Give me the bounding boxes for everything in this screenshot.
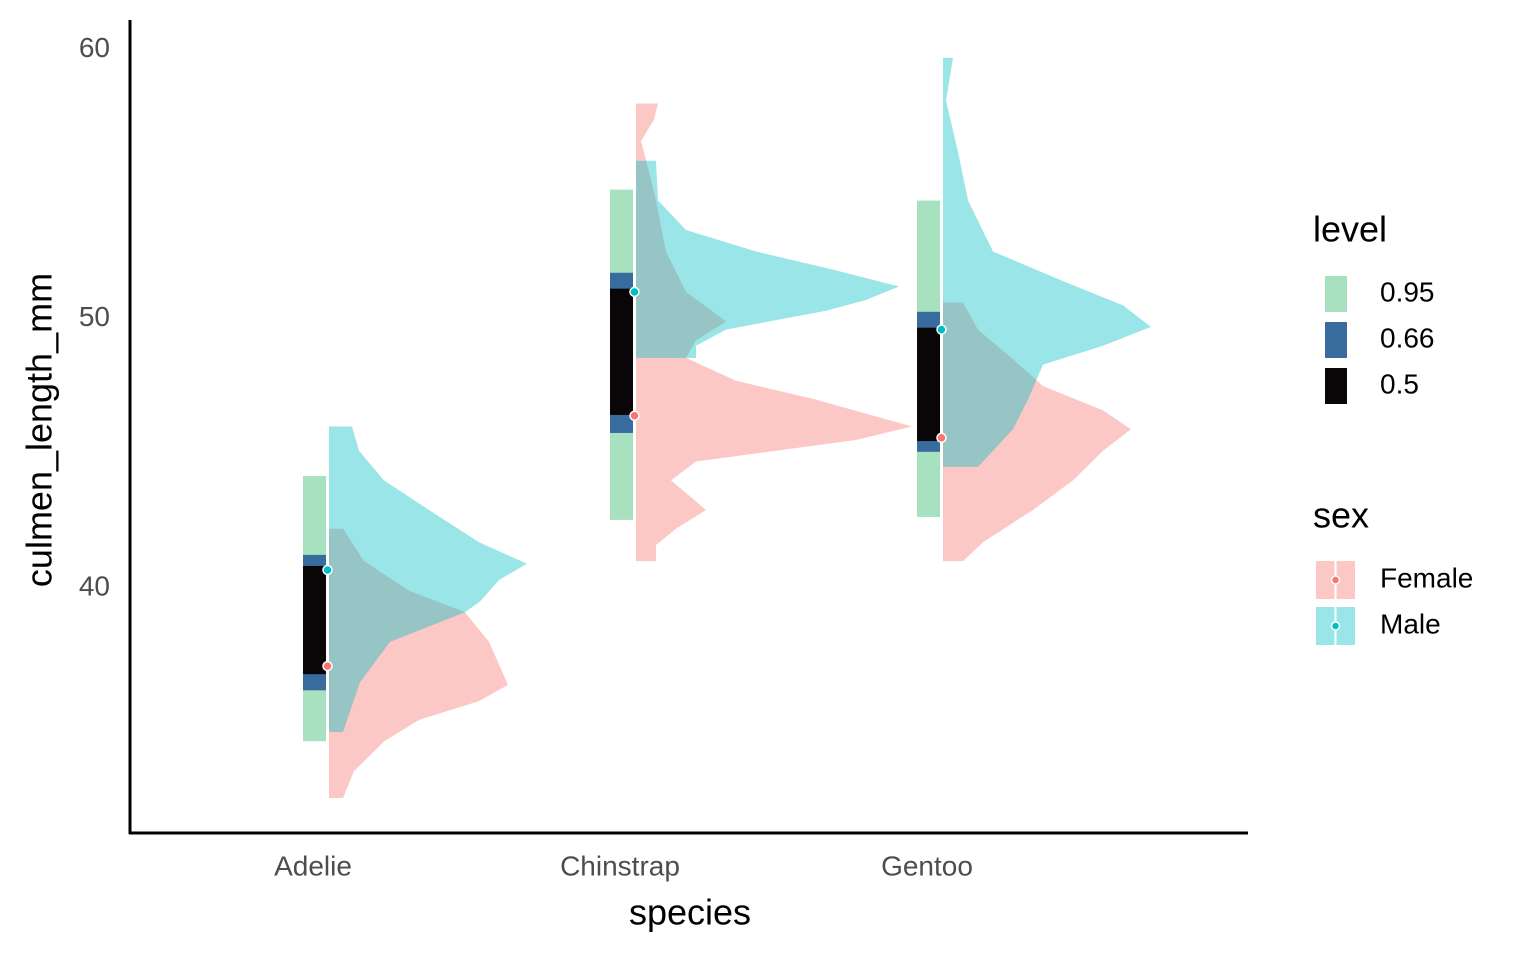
interval <box>610 288 633 415</box>
median-point <box>936 324 947 335</box>
density <box>943 57 1151 467</box>
legend-title: level <box>1313 209 1387 250</box>
density <box>636 103 912 562</box>
median-point <box>629 286 640 298</box>
legend-title: sex <box>1313 495 1369 536</box>
legend-label: 0.95 <box>1380 276 1435 307</box>
density <box>943 302 1131 562</box>
legend-label: Male <box>1380 608 1441 639</box>
x-tick-label: Gentoo <box>881 850 973 881</box>
median-point <box>322 564 333 576</box>
density <box>329 528 508 799</box>
legend-key-point <box>1330 621 1341 631</box>
interval <box>917 327 940 442</box>
y-tick-label: 60 <box>79 32 110 63</box>
y-axis-title: culmen_length_mm <box>19 273 60 587</box>
y-tick-label: 50 <box>79 301 110 332</box>
x-axis-title: species <box>629 892 751 933</box>
median-point <box>322 660 333 672</box>
legend-label: Female <box>1380 562 1473 593</box>
median-point <box>936 432 947 444</box>
legend-key <box>1325 276 1347 312</box>
x-tick-label: Chinstrap <box>560 850 680 881</box>
legend-key <box>1325 322 1347 358</box>
legend-key <box>1325 368 1347 404</box>
density <box>329 426 527 733</box>
y-tick-label: 40 <box>79 570 110 601</box>
density <box>636 160 899 358</box>
legend-label: 0.66 <box>1380 322 1435 353</box>
x-tick-label: Adelie <box>274 850 352 881</box>
interval <box>303 565 326 675</box>
median-point <box>629 410 640 421</box>
legend-label: 0.5 <box>1380 368 1419 399</box>
legend-key-point <box>1330 575 1341 585</box>
